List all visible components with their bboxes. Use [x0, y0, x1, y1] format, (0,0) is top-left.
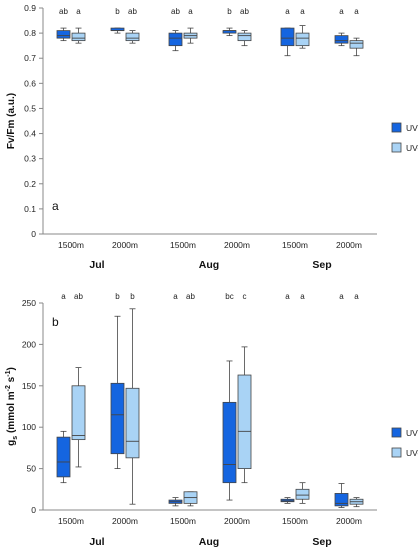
- y-tick-label: 0.6: [24, 78, 36, 88]
- y-axis-label-part: g: [6, 440, 17, 446]
- legend-label-uv-minus: UV-: [406, 143, 418, 153]
- y-tick-label: 0: [31, 229, 36, 239]
- y-tick-label: 150: [22, 381, 36, 391]
- x-category-label: 2000m: [224, 516, 250, 526]
- x-category-label: 1500m: [58, 516, 84, 526]
- y-axis-label-part: ): [6, 367, 17, 370]
- box-uv: [56, 30, 71, 39]
- y-tick-label: 0.3: [24, 154, 36, 164]
- significance-letter: bc: [225, 292, 233, 301]
- y-axis-label-part: s: [12, 436, 19, 440]
- legend-label-uv: UV: [406, 428, 418, 438]
- significance-letter: ab: [128, 7, 137, 16]
- box-uv-minus: [349, 40, 364, 49]
- box-uv: [110, 382, 125, 455]
- box-uv: [56, 436, 71, 478]
- y-axis-label-part: (mmol m: [6, 391, 17, 436]
- x-category-label: 1500m: [170, 516, 196, 526]
- legend-swatch-uv-minus: [391, 142, 402, 153]
- legend-label-uv-minus: UV-: [406, 448, 418, 458]
- x-category-label: 1500m: [282, 516, 308, 526]
- y-tick-label: 0.8: [24, 28, 36, 38]
- box-uv: [222, 401, 237, 484]
- box-uv-minus: [125, 32, 140, 42]
- x-category-label: 2000m: [336, 516, 362, 526]
- legend-swatch-uv: [391, 122, 402, 133]
- significance-letter: a: [300, 292, 305, 301]
- x-category-label: 2000m: [112, 240, 138, 250]
- significance-letter: a: [188, 7, 193, 16]
- y-tick-label: 250: [22, 298, 36, 308]
- y-tick-label: 0.2: [24, 179, 36, 189]
- significance-letter: b: [227, 7, 232, 16]
- y-axis-label: gs (mmol m-2 s-1): [5, 367, 19, 446]
- significance-letter: ab: [59, 7, 68, 16]
- significance-letter: a: [339, 7, 344, 16]
- month-label: Jul: [89, 536, 104, 548]
- significance-letter: a: [173, 292, 178, 301]
- box-uv-minus: [237, 32, 252, 42]
- y-tick-label: 0.1: [24, 204, 36, 214]
- month-label: Sep: [312, 259, 331, 271]
- y-tick-label: 200: [22, 339, 36, 349]
- box-uv: [168, 32, 183, 47]
- significance-letter: b: [115, 292, 120, 301]
- box-uv: [334, 35, 349, 44]
- box-uv-minus: [125, 387, 140, 459]
- significance-letter: ab: [74, 292, 83, 301]
- significance-letter: a: [285, 7, 290, 16]
- panel-letter: b: [52, 315, 59, 329]
- x-category-label: 2000m: [112, 516, 138, 526]
- y-tick-label: 0.4: [24, 129, 36, 139]
- y-tick-label: 0: [31, 505, 36, 515]
- x-category-label: 1500m: [282, 240, 308, 250]
- significance-letter: a: [354, 292, 359, 301]
- box-uv-minus: [237, 374, 252, 470]
- significance-letter: a: [76, 7, 81, 16]
- box-uv-minus: [295, 488, 310, 500]
- y-tick-label: 100: [22, 422, 36, 432]
- x-category-label: 1500m: [58, 240, 84, 250]
- legend-label-uv: UV: [406, 123, 418, 133]
- significance-letter: ab: [171, 7, 180, 16]
- x-category-label: 1500m: [170, 240, 196, 250]
- legend-swatch-uv-minus: [391, 447, 402, 458]
- significance-letter: a: [285, 292, 290, 301]
- legend-swatch-uv: [391, 427, 402, 438]
- month-label: Aug: [199, 536, 219, 548]
- significance-letter: a: [61, 292, 66, 301]
- y-tick-label: 0.7: [24, 53, 36, 63]
- month-label: Sep: [312, 536, 331, 548]
- significance-letter: b: [130, 292, 135, 301]
- x-category-label: 2000m: [336, 240, 362, 250]
- month-label: Aug: [199, 259, 219, 271]
- y-tick-label: 50: [27, 464, 37, 474]
- month-label: Jul: [89, 259, 104, 271]
- box-uv-minus: [71, 385, 86, 441]
- box-uv: [334, 493, 349, 507]
- significance-letter: ab: [186, 292, 195, 301]
- y-axis-label-part: -2: [5, 385, 12, 391]
- significance-letter: b: [115, 7, 120, 16]
- significance-letter: a: [300, 7, 305, 16]
- x-category-label: 2000m: [224, 240, 250, 250]
- box-uv-minus: [295, 32, 310, 47]
- significance-letter: a: [354, 7, 359, 16]
- significance-letter: c: [243, 292, 247, 301]
- y-axis-label-part: s: [6, 376, 17, 385]
- y-axis-label-part: -1: [5, 370, 12, 376]
- y-tick-label: 0.5: [24, 103, 36, 113]
- box-uv-minus: [71, 32, 86, 42]
- y-tick-label: 0.9: [24, 3, 36, 13]
- significance-letter: ab: [240, 7, 249, 16]
- significance-letter: a: [339, 292, 344, 301]
- box-uv: [280, 27, 295, 47]
- y-axis-label: Fv/Fm (a.u.): [6, 93, 17, 149]
- panel-letter: a: [52, 199, 59, 213]
